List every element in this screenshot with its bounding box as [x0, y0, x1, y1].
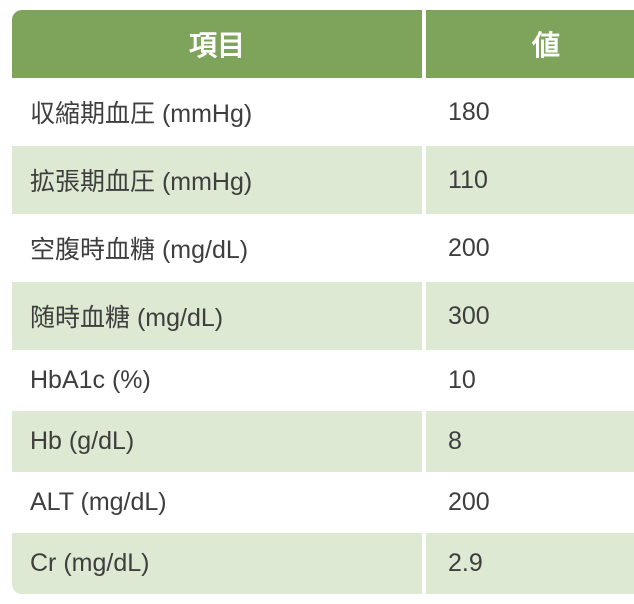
- table-row: 空腹時血糖 (mg/dL) 200: [12, 214, 634, 282]
- table-row: Cr (mg/dL) 2.9: [12, 533, 634, 594]
- table-row: 随時血糖 (mg/dL) 300: [12, 282, 634, 350]
- cell-value: 8: [424, 411, 634, 472]
- table-row: HbA1c (%) 10: [12, 350, 634, 411]
- table-container: 項目 値 収縮期血圧 (mmHg) 180 拡張期血圧 (mmHg) 110 空…: [0, 0, 634, 604]
- cell-value: 110: [424, 146, 634, 214]
- cell-item: Hb (g/dL): [12, 411, 424, 472]
- cell-item: 空腹時血糖 (mg/dL): [12, 214, 424, 282]
- cell-item: 収縮期血圧 (mmHg): [12, 78, 424, 146]
- cell-value: 300: [424, 282, 634, 350]
- table-header-item: 項目: [12, 10, 424, 78]
- cell-value: 200: [424, 472, 634, 533]
- table-row: Hb (g/dL) 8: [12, 411, 634, 472]
- cell-item: Cr (mg/dL): [12, 533, 424, 594]
- table-row: 収縮期血圧 (mmHg) 180: [12, 78, 634, 146]
- table-header-row: 項目 値: [12, 10, 634, 78]
- cell-value: 2.9: [424, 533, 634, 594]
- cell-value: 200: [424, 214, 634, 282]
- cell-value: 180: [424, 78, 634, 146]
- table-header-value: 値: [424, 10, 634, 78]
- cell-item: HbA1c (%): [12, 350, 424, 411]
- cell-value: 10: [424, 350, 634, 411]
- cell-item: 随時血糖 (mg/dL): [12, 282, 424, 350]
- table-row: 拡張期血圧 (mmHg) 110: [12, 146, 634, 214]
- cell-item: 拡張期血圧 (mmHg): [12, 146, 424, 214]
- cell-item: ALT (mg/dL): [12, 472, 424, 533]
- table-row: ALT (mg/dL) 200: [12, 472, 634, 533]
- lab-values-table: 項目 値 収縮期血圧 (mmHg) 180 拡張期血圧 (mmHg) 110 空…: [12, 10, 634, 594]
